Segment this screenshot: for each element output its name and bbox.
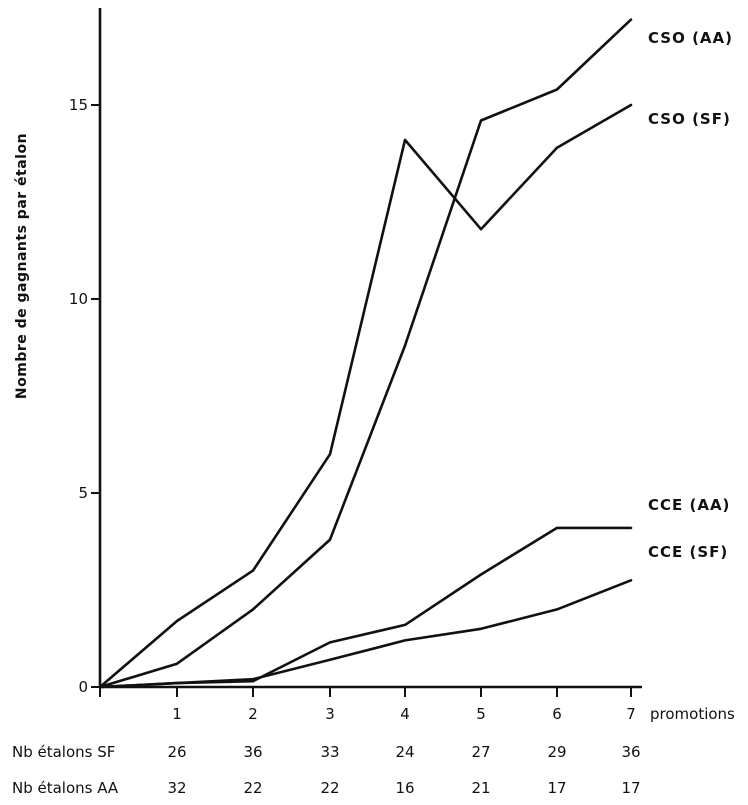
table-cell: 17 [621, 779, 640, 797]
series-line [98, 578, 633, 689]
table-cell: 17 [547, 779, 566, 797]
x-tick-label: 6 [552, 705, 562, 723]
axes: 1 2 3 4 5 6 7 promotions 0 5 10 15 Nombre de gagnant… [14, 8, 735, 723]
table-cell: 36 [621, 743, 640, 761]
series-label: CSO (SF) [648, 110, 731, 128]
y-tick-label: 10 [69, 290, 88, 308]
table-cell: 22 [243, 779, 262, 797]
table-cell: 36 [243, 743, 262, 761]
table-cell: 29 [547, 743, 566, 761]
x-tick-label: 3 [325, 705, 335, 723]
data-table: Nb étalons SF 26 36 33 24 27 29 36 Nb étalons AA… [12, 743, 641, 797]
table-row-label: Nb étalons AA [12, 779, 119, 797]
series-line [98, 103, 633, 689]
table-cell: 21 [471, 779, 490, 797]
table-cell: 16 [395, 779, 414, 797]
table-cell: 22 [320, 779, 339, 797]
x-tick-label: 5 [476, 705, 486, 723]
series-line [98, 18, 633, 689]
x-tick-label: 4 [400, 705, 410, 723]
table-cell: 33 [320, 743, 339, 761]
x-tick-label: 2 [248, 705, 258, 723]
series-label: CCE (AA) [648, 496, 730, 514]
table-cell: 26 [167, 743, 186, 761]
y-tick-label: 15 [69, 96, 88, 114]
series-lines [98, 18, 633, 689]
series-label: CSO (AA) [648, 29, 733, 47]
x-axis-label: promotions [650, 705, 735, 723]
series-labels: CSO (AA) CSO (SF) CCE (AA) CCE (SF) [648, 29, 733, 561]
table-cell: 32 [167, 779, 186, 797]
table-cell: 24 [395, 743, 414, 761]
x-tick-label: 1 [172, 705, 182, 723]
y-tick-label: 0 [78, 678, 88, 696]
y-tick-label: 5 [78, 484, 88, 502]
y-axis-label: Nombre de gagnants par étalon [14, 133, 30, 399]
table-row-label: Nb étalons SF [12, 743, 115, 761]
x-tick-label: 7 [626, 705, 636, 723]
series-label: CCE (SF) [648, 543, 728, 561]
table-cell: 27 [471, 743, 490, 761]
